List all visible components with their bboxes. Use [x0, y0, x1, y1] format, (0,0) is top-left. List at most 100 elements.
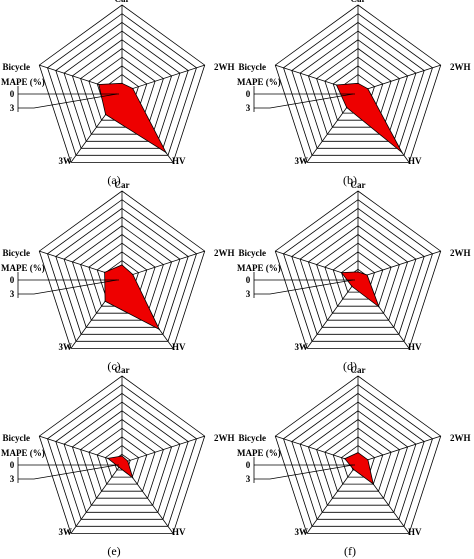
grid-ring: [88, 427, 156, 492]
grid-ring: [341, 260, 375, 293]
grid-ring: [307, 225, 409, 321]
axis-label-2wh: 2WH: [450, 433, 471, 443]
spoke-2wh: [121, 435, 205, 464]
radar-chart-1: Car 2WH HV 3W Bicycle MAPE (%) 0 3 (a): [1, 0, 235, 187]
scale-label: MAPE (%): [237, 448, 281, 458]
point-hv: [401, 151, 403, 154]
scale-tick-0: 0: [246, 275, 251, 285]
radar-chart-4: Car 2WH HV 3W Bicycle MAPE (%) 0 3 (d): [237, 180, 471, 373]
subfigure-caption: (e): [107, 544, 120, 558]
grid-ring: [291, 207, 425, 335]
grid-ring: [63, 216, 181, 328]
subfigure-caption: (a): [107, 173, 120, 187]
scale-label: MAPE (%): [1, 448, 45, 458]
grid-ring: [283, 199, 433, 342]
point-hv: [378, 306, 380, 308]
scale-tick-3: 3: [10, 289, 15, 299]
scale-tick-line: [254, 279, 354, 295]
axis-label-hv: HV: [408, 156, 422, 166]
axis-label-3w: 3W: [295, 342, 309, 352]
scale-label: MAPE (%): [237, 77, 281, 87]
grid-ring: [316, 419, 400, 499]
point-2wh: [127, 460, 129, 462]
axis-label-3w: 3W: [59, 342, 73, 352]
point-2wh: [366, 274, 368, 276]
scale-tick-0: 0: [10, 89, 15, 99]
mape-area: [335, 82, 403, 153]
scale-label: MAPE (%): [1, 263, 45, 273]
radar-chart-3: Car 2WH HV 3W Bicycle MAPE (%) 0 3 (c): [1, 180, 235, 373]
axis-label-3w: 3W: [59, 527, 73, 537]
point-3w: [118, 466, 120, 468]
grid-ring: [299, 30, 417, 142]
grid-ring: [274, 4, 442, 163]
axis-label-2wh: 2WH: [214, 62, 235, 72]
mape-area: [104, 264, 161, 331]
axis-label-hv: HV: [172, 342, 186, 352]
subfigure-caption: (b): [343, 173, 357, 187]
grid-ring: [38, 4, 206, 163]
scale-tick-3: 3: [246, 103, 251, 113]
grid-ring: [316, 48, 400, 128]
point-bicycle: [98, 83, 100, 86]
axis-label-2wh: 2WH: [450, 62, 471, 72]
subfigure-caption: (d): [343, 359, 357, 373]
grid-ring: [324, 427, 392, 492]
axis-label-3w: 3W: [295, 527, 309, 537]
point-car: [357, 82, 359, 84]
grid-ring: [71, 410, 173, 506]
grid-ring: [291, 392, 425, 520]
spoke-bicycle: [275, 435, 359, 464]
radar-chart-2: Car 2WH HV 3W Bicycle MAPE (%) 0 3 (b): [237, 0, 471, 187]
axis-label-hv: HV: [172, 527, 186, 537]
grid-ring: [63, 401, 181, 513]
point-car: [121, 455, 123, 457]
grid-ring: [38, 190, 206, 349]
axis-label-hv: HV: [172, 156, 186, 166]
grid-ring: [283, 384, 433, 527]
spoke-2wh: [357, 435, 441, 464]
grid-ring: [63, 30, 181, 142]
axis-label-car: Car: [115, 180, 130, 190]
grid-ring: [96, 436, 148, 485]
grid-ring: [307, 39, 409, 135]
grid-ring: [307, 410, 409, 506]
grid-ring: [316, 234, 400, 314]
grid-ring: [291, 21, 425, 149]
grid-ring: [332, 251, 384, 300]
scale-tick-3: 3: [10, 474, 15, 484]
point-bicycle: [335, 84, 338, 86]
grid-ring: [105, 445, 139, 478]
scale-tick-line: [254, 464, 354, 480]
axis-label-2wh: 2WH: [214, 433, 235, 443]
grid-ring: [47, 13, 197, 156]
grid-ring: [55, 392, 189, 520]
scale-tick-0: 0: [10, 460, 15, 470]
scale-tick-0: 0: [10, 275, 15, 285]
subfigure-caption: (f): [344, 544, 356, 558]
scale-tick-0: 0: [246, 460, 251, 470]
subfigure-caption: (c): [107, 359, 120, 373]
spoke-2wh: [357, 64, 441, 93]
point-car: [121, 82, 123, 84]
point-2wh: [132, 273, 134, 276]
axis-label-bicycle: Bicycle: [3, 433, 31, 443]
scale-label: MAPE (%): [1, 77, 45, 87]
spoke-2wh: [121, 250, 205, 279]
point-2wh: [367, 88, 369, 90]
axis-label-bicycle: Bicycle: [239, 248, 267, 258]
grid-ring: [341, 445, 375, 478]
scale-label: MAPE (%): [237, 263, 281, 273]
point-hv: [372, 483, 374, 485]
radar-chart-5: Car 2WH HV 3W Bicycle MAPE (%) 0 3 (e): [1, 365, 235, 558]
spoke-3w: [306, 462, 359, 534]
axis-label-3w: 3W: [295, 156, 309, 166]
point-bicycle: [344, 458, 346, 460]
grid-ring: [324, 56, 392, 121]
point-bicycle: [340, 272, 343, 274]
mape-area: [344, 452, 374, 486]
axis-label-3w: 3W: [59, 156, 73, 166]
axis-label-bicycle: Bicycle: [239, 433, 267, 443]
radar-chart-6: Car 2WH HV 3W Bicycle MAPE (%) 0 3 (f): [237, 365, 471, 558]
